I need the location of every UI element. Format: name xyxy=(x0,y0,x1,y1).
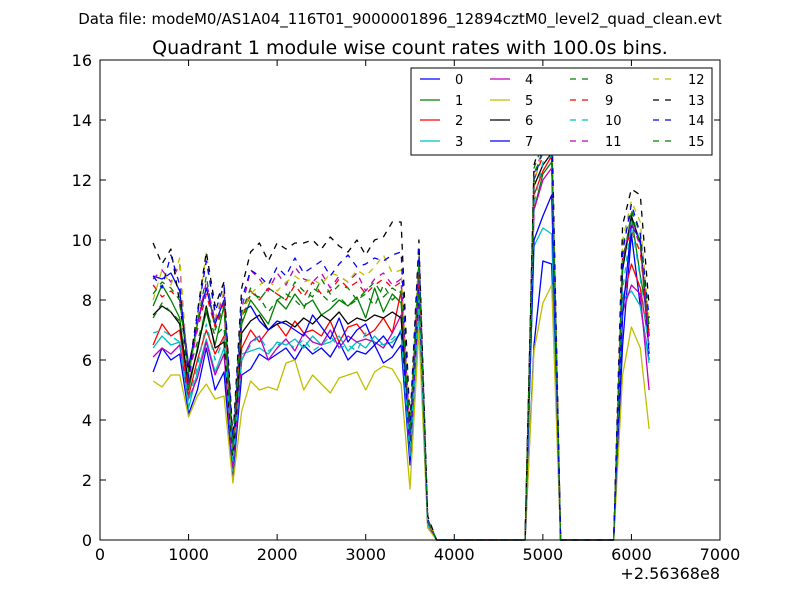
legend-label: 7 xyxy=(525,135,533,150)
x-tick-label: 6000 xyxy=(611,545,652,564)
legend-label: 8 xyxy=(605,73,613,88)
legend-label: 11 xyxy=(605,135,622,150)
series-line-7 xyxy=(152,194,650,541)
legend-label: 5 xyxy=(525,94,533,109)
legend-entry-8: 8 xyxy=(570,73,613,88)
legend-label: 6 xyxy=(525,114,533,129)
legend-entry-14: 14 xyxy=(653,114,705,129)
legend-label: 3 xyxy=(455,135,463,150)
legend-entry-6: 6 xyxy=(490,114,533,129)
legend-label: 13 xyxy=(688,94,705,109)
legend-entry-0: 0 xyxy=(420,73,463,88)
legend-label: 9 xyxy=(605,94,613,109)
legend-label: 4 xyxy=(525,73,533,88)
legend-label: 12 xyxy=(688,73,705,88)
series-line-0 xyxy=(152,233,650,541)
x-axis: 0 1000 2000 3000 4000 5000 6000 7000 xyxy=(95,60,740,564)
legend-entry-11: 11 xyxy=(570,135,622,150)
legend-label: 0 xyxy=(455,73,463,88)
x-tick-label: 3000 xyxy=(345,545,386,564)
file-label: Data file: modeM0/AS1A04_116T01_90000018… xyxy=(78,10,722,29)
legend-label: 14 xyxy=(688,114,705,129)
y-tick-label: 14 xyxy=(72,111,92,130)
x-tick-label: 2000 xyxy=(257,545,298,564)
series-line-1 xyxy=(152,161,650,541)
y-tick-label: 6 xyxy=(82,351,92,370)
series-line-4 xyxy=(152,167,650,541)
legend-entry-10: 10 xyxy=(570,114,622,129)
legend-entry-15: 15 xyxy=(653,135,705,150)
series-line-2 xyxy=(152,155,650,541)
series-line-12 xyxy=(152,131,650,541)
legend-entry-4: 4 xyxy=(490,73,533,88)
y-tick-label: 2 xyxy=(82,471,92,490)
x-offset-label: +2.56368e8 xyxy=(620,564,720,583)
legend-box xyxy=(410,67,713,156)
x-tick-label: 1000 xyxy=(168,545,209,564)
legend-entry-7: 7 xyxy=(490,135,533,150)
y-tick-label: 4 xyxy=(82,411,92,430)
legend-entry-1: 1 xyxy=(420,94,463,109)
legend-label: 10 xyxy=(605,114,622,129)
x-tick-label: 7000 xyxy=(700,545,741,564)
legend-label: 1 xyxy=(455,94,463,109)
y-tick-label: 10 xyxy=(72,231,92,250)
chart-title: Quadrant 1 module wise count rates with … xyxy=(152,37,668,59)
legend-entry-12: 12 xyxy=(653,73,705,88)
legend-entry-9: 9 xyxy=(570,94,613,109)
y-tick-label: 12 xyxy=(72,171,92,190)
series-line-10 xyxy=(152,155,650,541)
series-line-3 xyxy=(152,227,650,541)
y-tick-label: 16 xyxy=(72,51,92,70)
legend-label: 15 xyxy=(688,135,705,150)
legend-entry-2: 2 xyxy=(420,114,463,129)
legend-entry-5: 5 xyxy=(490,94,533,109)
y-tick-label: 0 xyxy=(82,531,92,550)
legend-entry-3: 3 xyxy=(420,135,463,150)
series-line-15 xyxy=(152,137,650,541)
y-tick-label: 8 xyxy=(82,291,92,310)
x-tick-label: 5000 xyxy=(522,545,563,564)
legend-label: 2 xyxy=(455,114,463,129)
series-line-5 xyxy=(152,284,650,541)
legend-entry-13: 13 xyxy=(653,94,705,109)
x-tick-label: 4000 xyxy=(434,545,475,564)
x-tick-label: 0 xyxy=(95,545,105,564)
